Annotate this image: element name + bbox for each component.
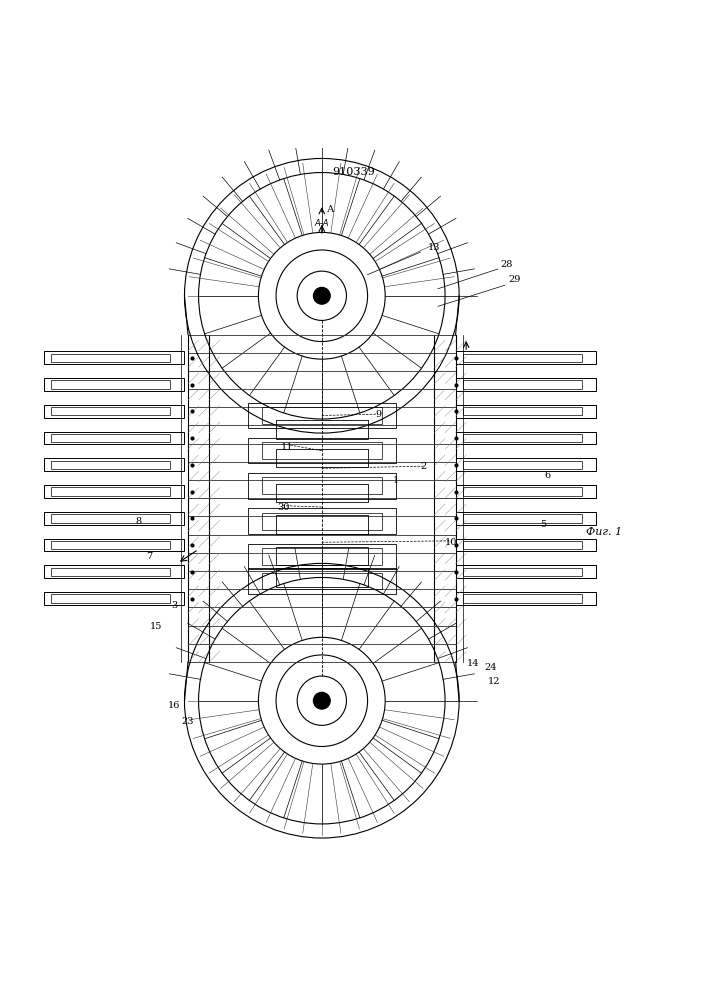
Bar — [462, 594, 583, 603]
Text: 15: 15 — [150, 622, 163, 631]
Bar — [51, 380, 170, 389]
Bar — [276, 515, 368, 534]
Text: 2: 2 — [421, 462, 427, 471]
Bar — [51, 407, 170, 415]
Text: 28: 28 — [501, 260, 513, 269]
Bar — [248, 568, 396, 594]
Text: 16: 16 — [168, 701, 180, 710]
Text: 1: 1 — [392, 476, 399, 485]
Bar — [276, 484, 368, 502]
Bar — [276, 547, 368, 565]
Bar — [276, 420, 368, 439]
Bar — [51, 354, 170, 362]
Bar — [276, 568, 368, 587]
Bar — [248, 544, 396, 569]
Bar — [462, 568, 583, 576]
Bar — [455, 378, 597, 391]
Text: 23: 23 — [182, 717, 194, 726]
Text: А: А — [327, 205, 334, 214]
Text: 9: 9 — [375, 410, 381, 419]
Bar — [51, 514, 170, 523]
Bar — [462, 461, 583, 469]
Bar — [51, 487, 170, 496]
Bar — [455, 512, 597, 525]
Bar — [262, 513, 382, 530]
Bar — [462, 514, 583, 523]
Circle shape — [313, 287, 330, 304]
Text: 24: 24 — [484, 663, 497, 672]
Bar — [462, 434, 583, 442]
Text: 7: 7 — [146, 552, 153, 561]
Bar — [51, 434, 170, 442]
Bar — [44, 351, 185, 364]
Bar — [262, 477, 382, 494]
Bar — [262, 407, 382, 424]
Text: 12: 12 — [488, 677, 501, 686]
Bar — [44, 405, 185, 418]
Bar — [44, 485, 185, 498]
Bar — [276, 449, 368, 467]
Bar — [455, 485, 597, 498]
Bar — [44, 512, 185, 525]
Bar — [462, 380, 583, 389]
Bar — [44, 458, 185, 471]
Text: 29: 29 — [508, 275, 520, 284]
Bar — [462, 407, 583, 415]
Bar — [455, 351, 597, 364]
Bar — [462, 354, 583, 362]
Bar — [51, 594, 170, 603]
Text: 13: 13 — [428, 243, 440, 252]
Bar — [248, 438, 396, 463]
Bar — [248, 508, 396, 534]
Text: 10: 10 — [445, 538, 457, 547]
Bar — [44, 565, 185, 578]
Bar — [44, 432, 185, 444]
Bar — [262, 442, 382, 459]
Bar — [455, 458, 597, 471]
Bar — [262, 548, 382, 565]
Circle shape — [313, 692, 330, 709]
Bar — [51, 461, 170, 469]
Bar — [248, 403, 396, 428]
Bar — [248, 473, 396, 499]
Bar — [44, 378, 185, 391]
Text: 5: 5 — [541, 520, 547, 529]
Bar — [462, 541, 583, 549]
Bar — [462, 487, 583, 496]
Text: 3: 3 — [171, 601, 177, 610]
Text: 14: 14 — [467, 659, 479, 668]
Bar — [455, 432, 597, 444]
Bar — [44, 539, 185, 551]
Bar — [44, 592, 185, 605]
Bar — [51, 541, 170, 549]
Bar — [51, 568, 170, 576]
Text: Фиг. 1: Фиг. 1 — [586, 527, 622, 537]
Bar — [455, 405, 597, 418]
Bar — [262, 573, 382, 589]
Text: 11: 11 — [281, 443, 293, 452]
Text: 6: 6 — [544, 471, 550, 480]
Bar — [455, 592, 597, 605]
Text: А-А: А-А — [315, 219, 329, 228]
Bar — [455, 539, 597, 551]
Text: 8: 8 — [136, 517, 142, 526]
Text: 910339: 910339 — [332, 167, 375, 177]
Bar — [455, 565, 597, 578]
Text: 30: 30 — [277, 503, 289, 512]
